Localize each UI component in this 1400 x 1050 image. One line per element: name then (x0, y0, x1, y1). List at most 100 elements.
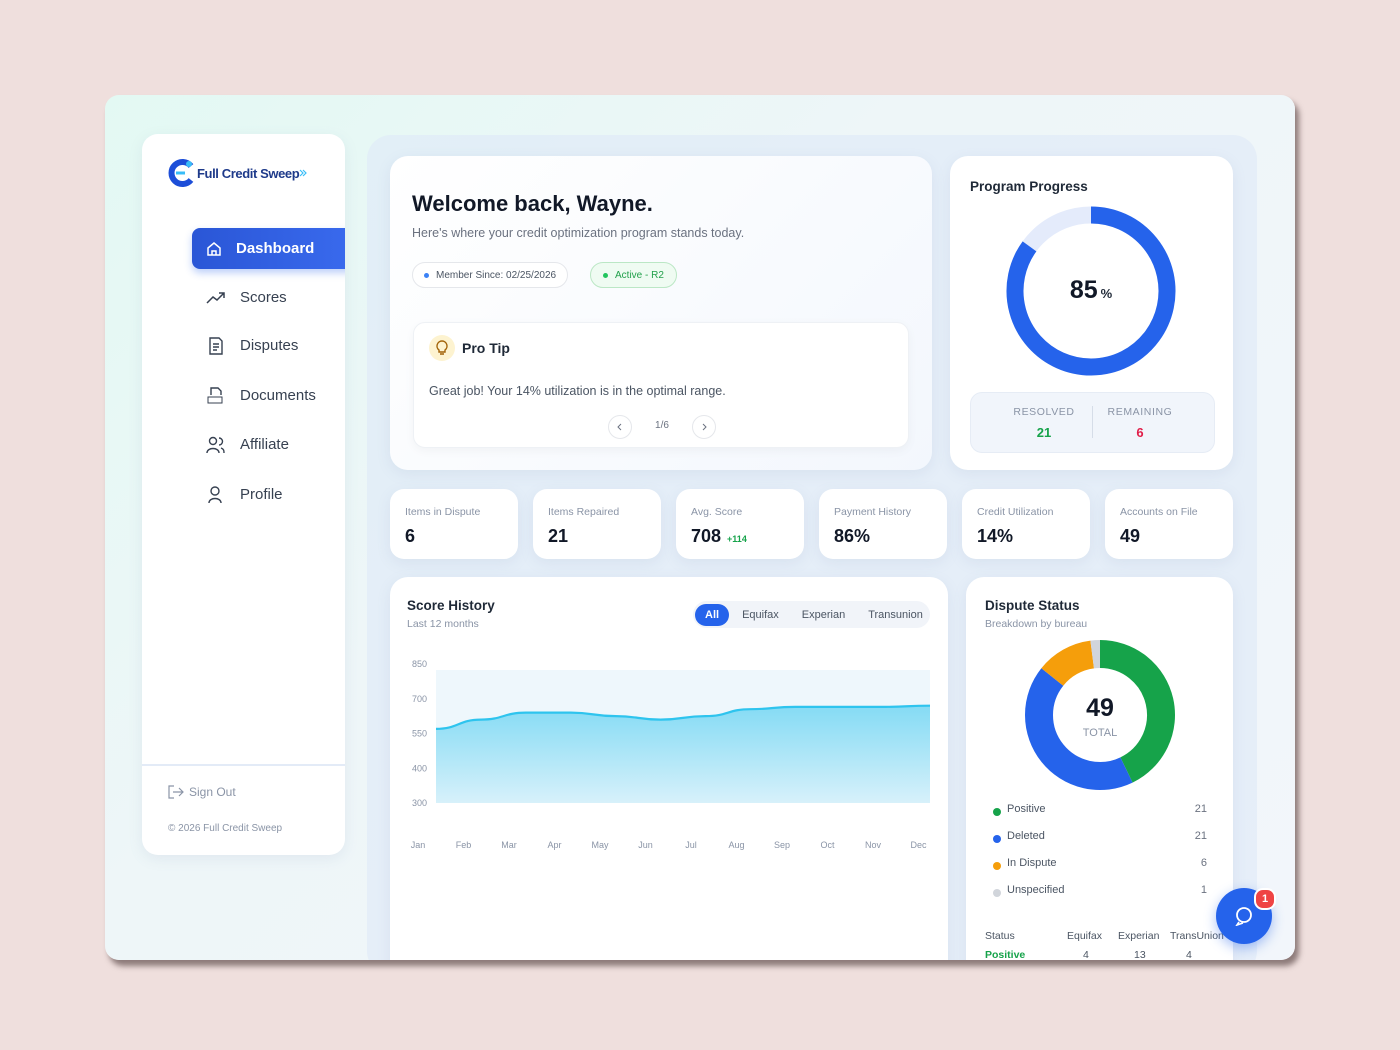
nav-item[interactable]: Profile (192, 474, 345, 515)
nav-item[interactable]: Documents (192, 375, 345, 416)
dispute-subtitle: Breakdown by bureau (985, 618, 1088, 630)
footer: © 2026 Full Credit Sweep (168, 823, 283, 834)
score-chart: 300 400 550 700 850 Jan Feb Mar Apr May Jun Jul Aug S… (411, 659, 931, 850)
pro-tip: Pro Tip Great job! Your 14% utilization … (413, 322, 909, 448)
table-header: TransUnion (1170, 930, 1224, 942)
welcome-title: Welcome back, Wayne. (412, 191, 653, 216)
resolved-label: RESOLVED (1013, 406, 1075, 418)
legend-label: Positive (1007, 803, 1046, 815)
stat-card: Credit Utilization 14% (962, 489, 1090, 559)
divider (142, 764, 345, 766)
donut-segment (1041, 640, 1095, 687)
legend-label: Unspecified (1007, 884, 1065, 896)
x-tick-label: May (591, 840, 609, 850)
stat-row: 49 (1120, 526, 1140, 547)
logo: Full Credit Sweep (167, 158, 308, 188)
stat-row: 14% (977, 526, 1013, 547)
y-tick-label: 300 (412, 798, 427, 808)
tab[interactable]: Transunion (868, 608, 923, 621)
stat-label: Items in Dispute (405, 506, 481, 518)
stat-value: 21 (548, 526, 569, 546)
x-tick-label: Feb (456, 840, 472, 850)
table-header: Experian (1118, 930, 1160, 942)
score-line (435, 704, 931, 730)
prev-button[interactable] (607, 414, 633, 440)
x-tick-label: Aug (728, 840, 744, 850)
dispute-total: 49 (1086, 694, 1114, 722)
tip-text: Great job! Your 14% utilization is in th… (429, 384, 726, 398)
stat-row: 21 (548, 526, 568, 547)
tab[interactable]: Experian (801, 608, 846, 621)
donut-segment (1025, 668, 1133, 790)
legend-value: 6 (1200, 857, 1207, 869)
nav-label[interactable]: Profile (240, 486, 283, 503)
stat-value: 49 (1120, 526, 1141, 546)
stat-card: Items Repaired 21 (533, 489, 661, 559)
nav-label[interactable]: Disputes (240, 337, 299, 354)
legend-dot (993, 889, 1001, 897)
dispute-donut (1025, 640, 1175, 790)
x-tick-label: Nov (865, 840, 882, 850)
chat-badge: 1 (1254, 888, 1276, 910)
y-tick-label: 700 (412, 694, 427, 704)
remaining-value: 6 (1136, 425, 1144, 440)
status: Active - R2 (615, 269, 664, 281)
tip-icon (429, 335, 455, 361)
progress-title: Program Progress (970, 179, 1088, 194)
x-tick-label: Dec (910, 840, 927, 850)
legend-label: Deleted (1007, 830, 1045, 842)
nav-item[interactable]: Disputes (192, 325, 345, 366)
tab[interactable]: All (695, 603, 730, 626)
sign-out-label[interactable]: Sign Out (189, 785, 236, 799)
logo-icon (168, 159, 194, 187)
table-header: Status (985, 930, 1015, 942)
stat-label: Credit Utilization (977, 506, 1054, 518)
progress-summary: RESOLVED 21 REMAINING 6 (970, 392, 1215, 453)
progress-value: 85% (1041, 276, 1141, 305)
stat-row: 86% (834, 526, 870, 547)
nav-item[interactable]: Dashboard (192, 228, 345, 269)
app-window: Full Credit Sweep Dashboard Scores Dispu… (105, 95, 1295, 960)
welcome-card: Welcome back, Wayne. Here's where your c… (390, 156, 932, 470)
nav-item[interactable]: Affiliate (192, 424, 345, 465)
x-tick-label: Mar (501, 840, 517, 850)
tip-title: Pro Tip (462, 340, 510, 356)
status-badge: Active - R2 (590, 262, 677, 288)
table-cell: 4 (1083, 949, 1089, 960)
x-tick-label: Oct (820, 840, 835, 850)
dispute-title: Dispute Status (985, 598, 1080, 613)
stat-delta: +114 (727, 534, 747, 544)
legend-value: 1 (1200, 884, 1207, 896)
nav-label[interactable]: Scores (240, 289, 287, 306)
score-subtitle: Last 12 months (407, 618, 479, 630)
sidebar: Full Credit Sweep Dashboard Scores Dispu… (142, 134, 345, 855)
y-tick-label: 850 (412, 659, 427, 669)
legend-dot (993, 808, 1001, 816)
y-tick-label: 400 (412, 763, 427, 773)
stat-card: Items in Dispute 6 (390, 489, 518, 559)
donut-segment (1099, 640, 1175, 783)
nav-label[interactable]: Documents (240, 387, 316, 404)
stat-row: 6 (405, 526, 415, 547)
stat-value: 708 (691, 526, 722, 546)
legend-dot (993, 862, 1001, 870)
legend-label: In Dispute (1007, 857, 1057, 869)
x-tick-label: Jul (685, 840, 697, 850)
table-cell: 4 (1186, 949, 1192, 960)
member-badge: Member Since: 02/25/2026 (412, 262, 569, 288)
nav-label[interactable]: Affiliate (240, 436, 289, 453)
progress-arc (1006, 206, 1176, 376)
y-tick-label: 550 (412, 729, 427, 739)
brand: Full Credit Sweep (197, 165, 300, 181)
next-button[interactable] (691, 414, 717, 440)
stat-row: 708 +114 (691, 526, 747, 547)
progress-card: Program Progress 85% RESOLVED 21 REMAINI… (950, 156, 1233, 470)
stat-value: 14% (977, 526, 1014, 546)
x-tick-label: Jan (411, 840, 426, 850)
tab[interactable]: Equifax (742, 608, 779, 621)
sign-out[interactable]: Sign Out (168, 785, 236, 799)
nav-label[interactable]: Dashboard (236, 240, 315, 257)
nav-item[interactable]: Scores (192, 277, 345, 318)
dispute-total-label: TOTAL (1082, 727, 1118, 739)
